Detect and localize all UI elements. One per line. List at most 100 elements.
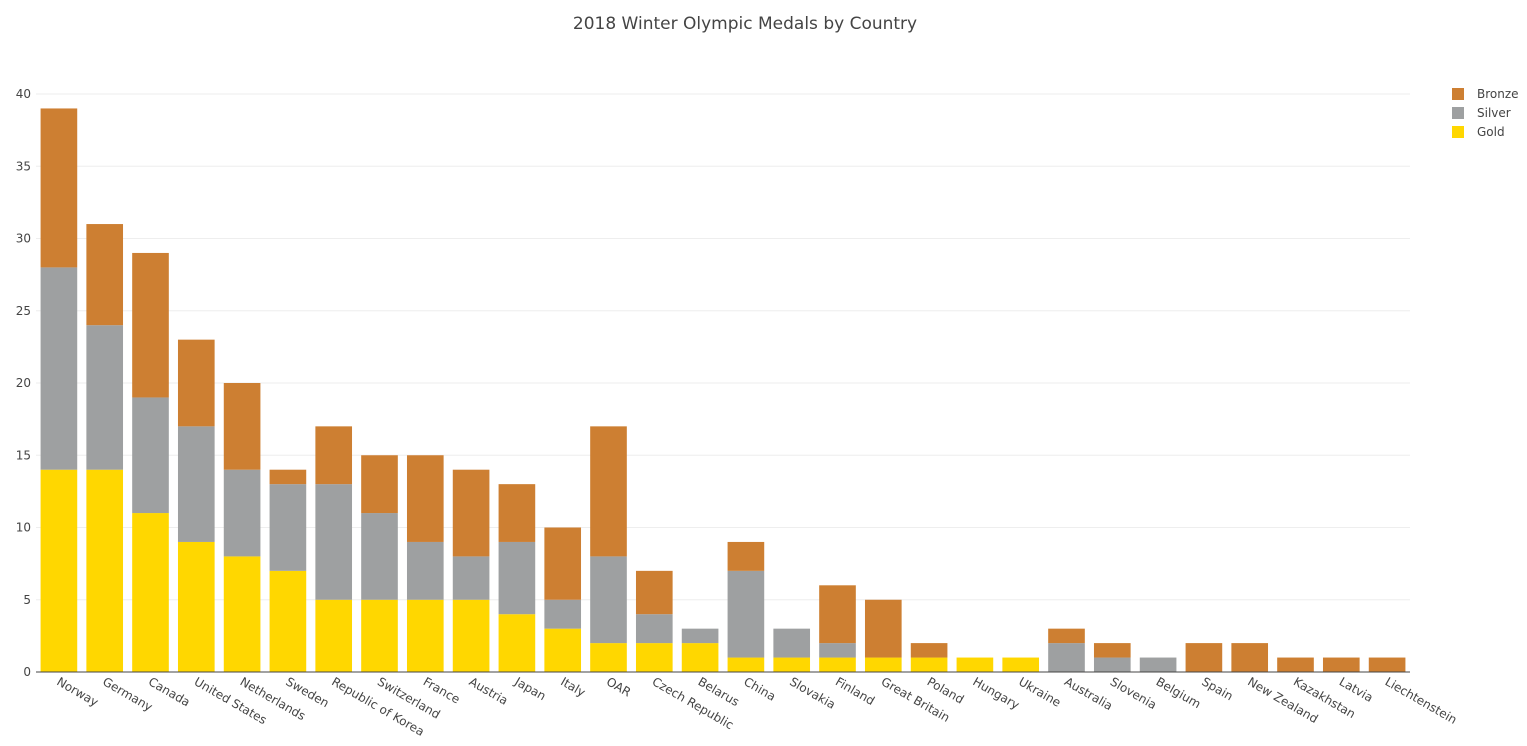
bar-bronze[interactable]	[910, 643, 948, 658]
bar-silver[interactable]	[177, 426, 215, 542]
chart-title: 2018 Winter Olympic Medals by Country	[573, 14, 917, 34]
bar-gold[interactable]	[544, 628, 582, 672]
bar-gold[interactable]	[223, 556, 261, 672]
bar-silver[interactable]	[681, 628, 719, 644]
x-tick-label: Norway	[54, 674, 100, 709]
bar-silver[interactable]	[40, 267, 78, 470]
bar-bronze[interactable]	[452, 469, 490, 557]
x-tick-label: Finland	[833, 674, 877, 708]
bars	[40, 108, 1406, 672]
bar-gold[interactable]	[864, 657, 902, 672]
x-tick-label: Spain	[1199, 674, 1235, 703]
bar-gold[interactable]	[773, 657, 811, 672]
bar-bronze[interactable]	[544, 527, 582, 600]
bar-silver[interactable]	[315, 484, 353, 600]
bar-bronze[interactable]	[1048, 628, 1085, 644]
bar-bronze[interactable]	[1277, 657, 1314, 672]
y-tick-label: 40	[16, 87, 31, 101]
bar-gold[interactable]	[40, 469, 78, 672]
bar-silver[interactable]	[86, 325, 124, 470]
bar-bronze[interactable]	[86, 224, 124, 326]
y-tick-label: 35	[16, 159, 31, 173]
bar-silver[interactable]	[406, 541, 444, 600]
bar-bronze[interactable]	[864, 599, 902, 658]
bar-gold[interactable]	[269, 570, 307, 672]
legend-label: Silver	[1477, 106, 1511, 120]
y-axis-ticks: 0 5 10 15 20 25 30 35 40	[16, 87, 31, 679]
x-tick-label: Slovenia	[1108, 674, 1159, 712]
bar-silver[interactable]	[635, 614, 673, 644]
bar-bronze[interactable]	[406, 455, 444, 542]
bar-silver[interactable]	[223, 469, 261, 557]
legend-label: Gold	[1477, 125, 1505, 139]
x-tick-label: China	[741, 674, 778, 703]
bar-gold[interactable]	[727, 657, 765, 672]
bar-silver[interactable]	[132, 397, 169, 514]
bar-silver[interactable]	[361, 513, 398, 600]
bar-bronze[interactable]	[1185, 643, 1223, 672]
x-tick-label: Belgium	[1154, 674, 1204, 711]
bar-silver[interactable]	[1048, 643, 1085, 672]
bar-gold[interactable]	[406, 599, 444, 672]
legend-item-silver[interactable]: Silver	[1452, 106, 1511, 120]
legend-swatch	[1452, 126, 1464, 138]
bar-silver[interactable]	[452, 556, 490, 600]
bar-gold[interactable]	[315, 599, 353, 672]
bar-gold[interactable]	[86, 469, 124, 672]
bar-bronze[interactable]	[361, 455, 398, 514]
bar-gold[interactable]	[498, 614, 536, 672]
y-tick-label: 25	[16, 304, 31, 318]
legend-swatch	[1452, 88, 1464, 100]
bar-bronze[interactable]	[1231, 643, 1269, 672]
y-tick-label: 30	[16, 232, 31, 246]
bar-silver[interactable]	[498, 541, 536, 615]
bar-bronze[interactable]	[819, 585, 856, 644]
bar-bronze[interactable]	[269, 469, 307, 485]
bar-gold[interactable]	[590, 643, 627, 672]
bar-silver[interactable]	[1093, 657, 1131, 672]
bar-gold[interactable]	[681, 643, 719, 672]
bar-bronze[interactable]	[635, 570, 673, 615]
y-tick-label: 10	[16, 521, 31, 535]
bar-gold[interactable]	[1002, 657, 1040, 672]
bar-silver[interactable]	[544, 599, 582, 629]
bar-gold[interactable]	[177, 541, 215, 672]
legend-item-bronze[interactable]: Bronze	[1452, 87, 1519, 101]
x-tick-label: Austria	[467, 674, 511, 707]
bar-gold[interactable]	[956, 657, 994, 672]
bar-bronze[interactable]	[1093, 643, 1131, 658]
bar-bronze[interactable]	[727, 541, 765, 571]
legend-item-gold[interactable]: Gold	[1452, 125, 1505, 139]
bar-bronze[interactable]	[1368, 657, 1406, 672]
bar-silver[interactable]	[1139, 657, 1177, 672]
bar-bronze[interactable]	[177, 339, 215, 427]
bar-bronze[interactable]	[590, 426, 627, 557]
y-tick-label: 15	[16, 448, 31, 462]
x-tick-label: Hungary	[970, 674, 1021, 712]
bar-gold[interactable]	[361, 599, 398, 672]
x-tick-label: Japan	[512, 674, 549, 703]
bar-bronze[interactable]	[315, 426, 353, 485]
bar-silver[interactable]	[727, 570, 765, 658]
x-tick-label: Ukraine	[1016, 674, 1063, 709]
bar-gold[interactable]	[819, 657, 856, 672]
y-tick-label: 20	[16, 376, 31, 390]
bar-bronze[interactable]	[223, 383, 261, 470]
bar-bronze[interactable]	[1322, 657, 1360, 672]
x-tick-label: OAR	[604, 674, 633, 699]
bar-silver[interactable]	[773, 628, 811, 658]
x-tick-label: Germany	[100, 674, 155, 714]
bar-gold[interactable]	[635, 643, 673, 672]
bar-gold[interactable]	[910, 657, 948, 672]
bar-bronze[interactable]	[132, 252, 169, 398]
bar-gold[interactable]	[452, 599, 490, 672]
bar-silver[interactable]	[269, 484, 307, 571]
bar-silver[interactable]	[590, 556, 627, 644]
bar-gold[interactable]	[132, 513, 169, 672]
bar-bronze[interactable]	[498, 484, 536, 542]
legend[interactable]: Bronze Silver Gold	[1452, 87, 1519, 139]
x-tick-label: Australia	[1062, 674, 1115, 713]
bar-bronze[interactable]	[40, 108, 78, 268]
bar-silver[interactable]	[819, 643, 856, 658]
